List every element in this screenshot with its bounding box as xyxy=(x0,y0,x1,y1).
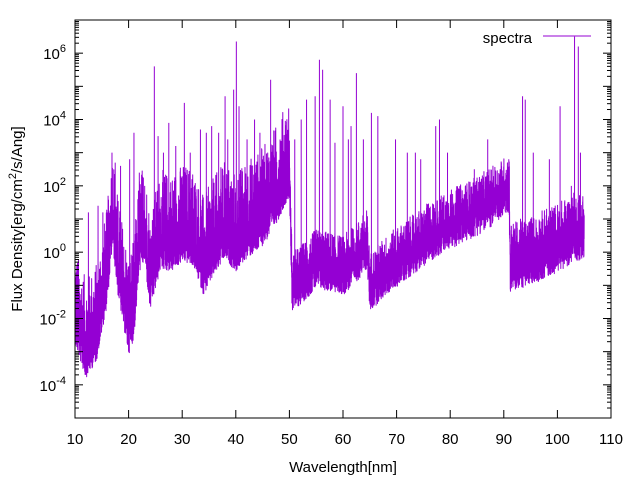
y-tick-label: 104 xyxy=(43,110,66,130)
x-tick-label: 10 xyxy=(67,431,84,448)
x-tick-label: 100 xyxy=(545,431,570,448)
x-tick-label: 60 xyxy=(335,431,352,448)
x-tick-label: 30 xyxy=(174,431,191,448)
x-tick-label: 80 xyxy=(442,431,459,448)
x-tick-label: 70 xyxy=(388,431,405,448)
x-tick-label: 40 xyxy=(227,431,244,448)
y-axis-title: Flux Density[erg/cm2/s/Ang] xyxy=(7,126,26,311)
x-tick-label: 20 xyxy=(120,431,137,448)
series-layer xyxy=(75,36,585,378)
legend: spectra xyxy=(483,30,591,47)
x-tick-label: 50 xyxy=(281,431,298,448)
y-tick-label: 10-2 xyxy=(40,309,66,329)
y-tick-label: 100 xyxy=(43,242,66,262)
x-axis-title: Wavelength[nm] xyxy=(289,459,397,476)
legend-label: spectra xyxy=(483,30,533,47)
x-tick-label: 90 xyxy=(495,431,512,448)
plot-frame xyxy=(74,19,612,419)
spectra-series-line xyxy=(75,36,585,378)
y-tick-label: 106 xyxy=(43,43,66,63)
x-tick-label: 110 xyxy=(599,431,623,448)
tick-labels: 10 20 30 40 50 60 70 80 90 100 110 10-4 10-2 100 102 10… xyxy=(40,43,623,448)
y-tick-label: 102 xyxy=(43,176,66,196)
y-tick-label: 10-4 xyxy=(40,375,66,395)
